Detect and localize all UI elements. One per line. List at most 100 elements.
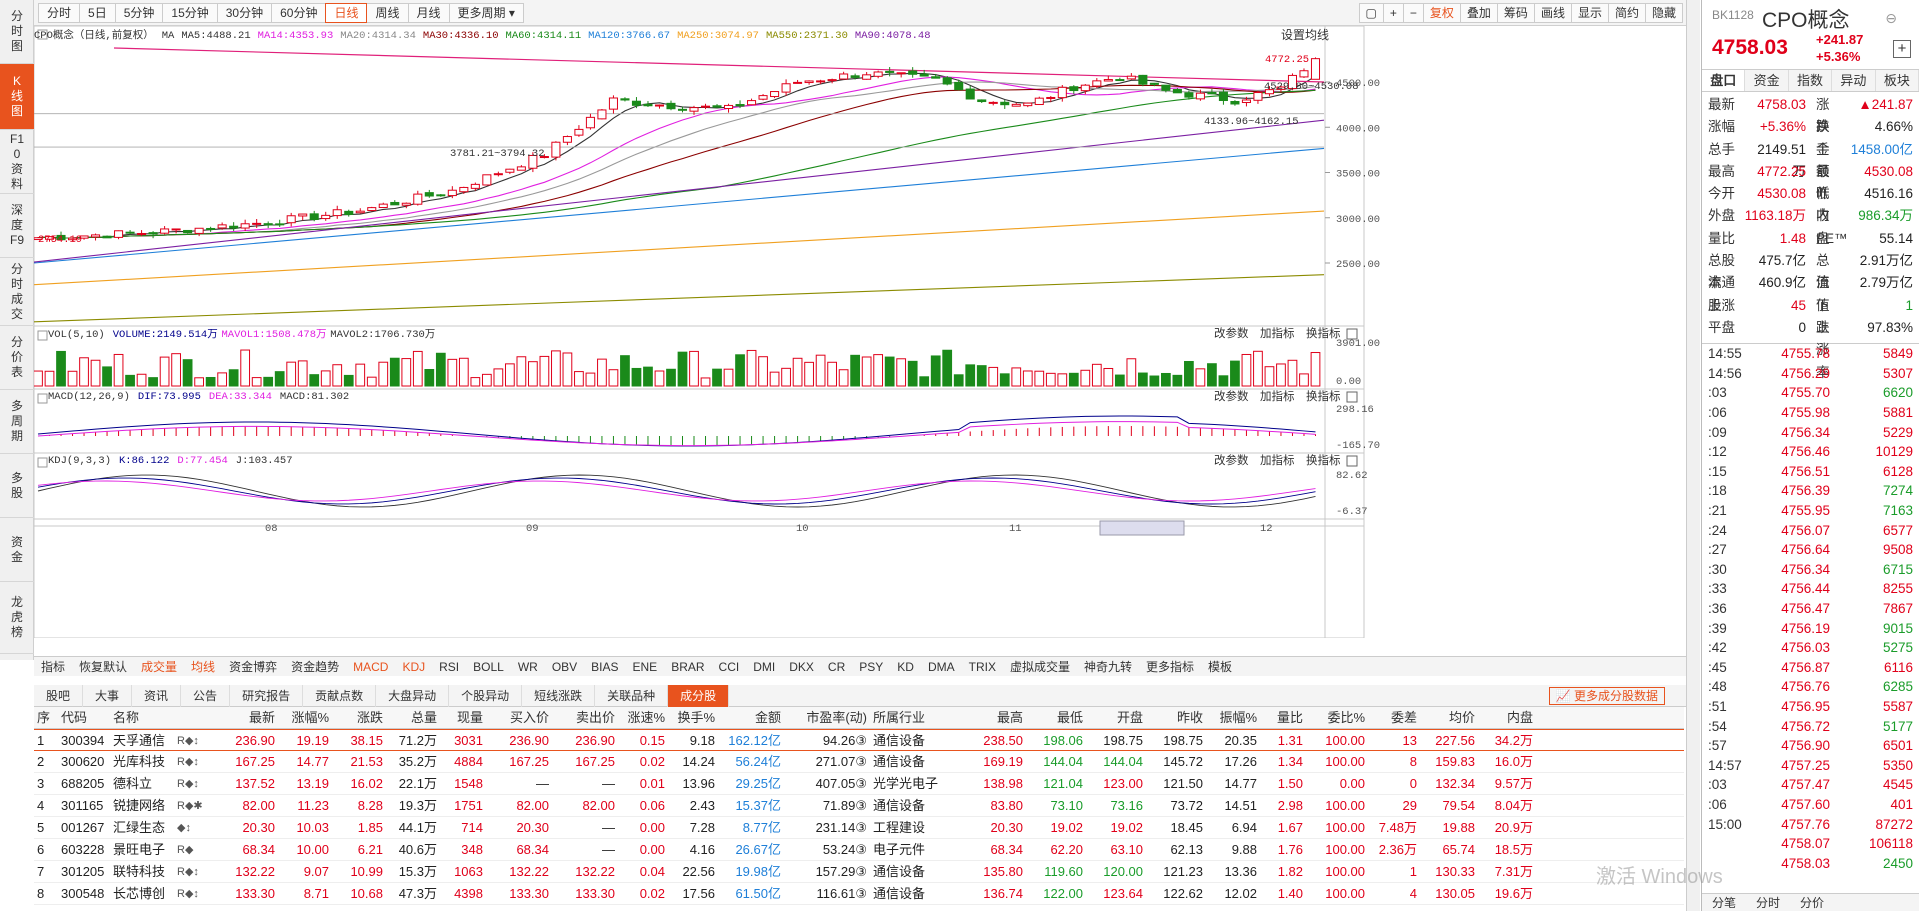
table-row[interactable]: 5 001267 汇绿生态 ◆↕ 20.30 10.03 1.85 44.1万 714 20.30… (34, 817, 1684, 839)
indicator-24[interactable]: 神奇九转 (1083, 660, 1132, 674)
column-header[interactable]: 卖出价 (575, 710, 615, 725)
indicator-19[interactable]: PSY (859, 659, 884, 674)
quote-tab-1[interactable]: 资金 (1745, 70, 1789, 91)
toolbar-0[interactable]: 复权 (1422, 2, 1461, 23)
indicator-3[interactable]: 均线 (191, 660, 216, 674)
indicator-2[interactable]: 成交量 (141, 660, 178, 674)
add-watchlist-icon[interactable]: + (1893, 40, 1911, 58)
kline-chart-area[interactable]: 4500.00 4000.00 3500.00 3000.00 2500.00 4772.… (34, 26, 1699, 638)
column-header[interactable]: 开盘 (1116, 710, 1143, 725)
period-9[interactable]: 更多周期 ▾ (448, 2, 524, 23)
period-5[interactable]: 60分钟 (271, 2, 327, 23)
indicator-7[interactable]: KDJ (402, 659, 426, 674)
tick-tab-1[interactable]: 分时 (1756, 896, 1781, 910)
table-row[interactable]: 6 603228 景旺电子 R◆ 68.34 10.00 6.21 40.6万 348 68.34… (34, 839, 1684, 861)
column-header[interactable]: 现量 (456, 710, 483, 725)
indicator-15[interactable]: CCI (718, 659, 740, 674)
column-header[interactable]: 总量 (410, 710, 437, 725)
zoom-in-icon[interactable]: + (1382, 2, 1404, 23)
column-header[interactable]: 序 (37, 710, 51, 725)
table-row[interactable]: 4 301165 锐捷网络 R◆✱ 82.00 11.23 8.28 19.3万 1751 82.… (34, 795, 1684, 817)
bottom-tab-2[interactable]: 资讯 (132, 684, 182, 707)
indicator-22[interactable]: TRIX (968, 659, 996, 674)
indicator-1[interactable]: 恢复默认 (79, 660, 128, 674)
more-icon[interactable]: ⊖ (1885, 10, 1897, 26)
toolbar-4[interactable]: 显示 (1570, 2, 1609, 23)
table-row[interactable]: 8 300548 长芯博创 R◆↕ 133.30 8.71 10.68 47.3万 4398 13… (34, 883, 1684, 905)
period-8[interactable]: 月线 (407, 2, 450, 23)
indicator-12[interactable]: BIAS (591, 659, 619, 674)
indicator-20[interactable]: KD (897, 659, 914, 674)
bottom-tab-1[interactable]: 大事 (83, 684, 133, 707)
column-header[interactable]: 涨速% (627, 710, 665, 725)
column-header[interactable]: 代码 (61, 710, 88, 725)
kline-svg[interactable]: 4500.00 4000.00 3500.00 3000.00 2500.00 4772.… (34, 26, 1699, 638)
indicator-13[interactable]: ENE (632, 659, 658, 674)
column-header[interactable]: 涨幅% (291, 710, 329, 725)
column-header[interactable]: 量比 (1276, 710, 1303, 725)
period-2[interactable]: 5分钟 (114, 2, 164, 23)
bottom-tab-5[interactable]: 贡献点数 (303, 684, 377, 707)
indicator-8[interactable]: RSI (439, 659, 460, 674)
left-tab-1[interactable]: K线图 (0, 64, 34, 130)
bottom-tab-7[interactable]: 个股异动 (449, 684, 523, 707)
column-header[interactable]: 内盘 (1506, 710, 1533, 725)
column-header[interactable]: 最高 (996, 710, 1023, 725)
table-row[interactable]: 7 301205 联特科技 R◆↕ 132.22 9.07 10.99 15.3万 1063 13… (34, 861, 1684, 883)
left-tab-4[interactable]: 分时成交 (0, 258, 34, 326)
bottom-tab-0[interactable]: 股吧 (34, 684, 84, 707)
column-header[interactable]: 振幅% (1219, 710, 1257, 725)
bottom-tab-6[interactable]: 大盘异动 (376, 684, 450, 707)
left-tab-0[interactable]: 分时图 (0, 0, 34, 64)
indicator-25[interactable]: 更多指标 (1145, 660, 1194, 674)
column-header[interactable]: 最低 (1056, 710, 1083, 725)
indicator-23[interactable]: 虚拟成交量 (1009, 660, 1070, 674)
quote-tab-0[interactable]: 盘口 (1702, 70, 1746, 91)
left-tab-5[interactable]: 分价表 (0, 326, 34, 390)
bottom-tab-4[interactable]: 研究报告 (230, 684, 304, 707)
column-header[interactable]: 委差 (1390, 710, 1417, 725)
quote-tab-3[interactable]: 异动 (1832, 70, 1876, 91)
bottom-tab-3[interactable]: 公告 (181, 684, 231, 707)
toolbar-5[interactable]: 简约 (1607, 2, 1646, 23)
more-constituents-button[interactable]: 📈 更多成分股数据 (1548, 686, 1665, 705)
table-row[interactable]: 2 300620 光库科技 R◆↕ 167.25 14.77 21.53 35.2万 4884 1… (34, 751, 1684, 773)
table-row[interactable]: 3 688205 德科立 R◆↕ 137.52 13.19 16.02 22.1万 1548 — —… (34, 773, 1684, 795)
column-header[interactable]: 名称 (113, 710, 140, 725)
indicator-9[interactable]: BOLL (473, 659, 504, 674)
left-tab-2[interactable]: F10资料 (0, 130, 34, 194)
column-header[interactable]: 金额 (754, 710, 781, 725)
column-header[interactable]: 市盈率(动) (806, 710, 867, 725)
indicator-4[interactable]: 资金博弈 (229, 660, 278, 674)
indicator-16[interactable]: DMI (753, 659, 776, 674)
indicator-26[interactable]: 模板 (1208, 660, 1233, 674)
left-tab-7[interactable]: 多股 (0, 454, 34, 518)
indicator-11[interactable]: OBV (551, 659, 578, 674)
tick-tab-0[interactable]: 分笔 (1712, 896, 1737, 910)
toolbar-1[interactable]: 叠加 (1459, 2, 1498, 23)
bottom-tab-10[interactable]: 成分股 (668, 684, 730, 707)
column-header[interactable]: 换手% (677, 710, 715, 725)
indicator-10[interactable]: WR (517, 659, 538, 674)
zoom-out-icon[interactable]: − (1402, 2, 1424, 23)
tick-tab-2[interactable]: 分价 (1800, 896, 1825, 910)
left-tab-9[interactable]: 龙虎榜 (0, 582, 34, 654)
period-4[interactable]: 30分钟 (216, 2, 273, 23)
bottom-tab-9[interactable]: 关联品种 (595, 684, 669, 707)
indicator-5[interactable]: 资金趋势 (291, 660, 340, 674)
period-1[interactable]: 5日 (79, 2, 116, 23)
left-tab-6[interactable]: 多周期 (0, 390, 34, 454)
quote-tab-2[interactable]: 指数 (1789, 70, 1833, 91)
column-header[interactable]: 涨跌 (356, 710, 383, 725)
window-icon[interactable]: ▢ (1358, 2, 1384, 23)
period-0[interactable]: 分时 (38, 2, 81, 23)
table-row[interactable]: 1 300394 天孚通信 R◆↕ 236.90 19.19 38.15 71.2万 3031 2… (34, 729, 1684, 751)
column-header[interactable]: 委比% (1327, 710, 1365, 725)
indicator-14[interactable]: BRAR (671, 659, 705, 674)
period-6[interactable]: 日线 (325, 2, 368, 23)
left-tab-8[interactable]: 资金 (0, 518, 34, 582)
column-header[interactable]: 均价 (1448, 710, 1475, 725)
column-header[interactable]: 昨收 (1176, 710, 1203, 725)
left-tab-3[interactable]: 深度F9 (0, 194, 34, 258)
column-header[interactable]: 最新 (248, 710, 275, 725)
